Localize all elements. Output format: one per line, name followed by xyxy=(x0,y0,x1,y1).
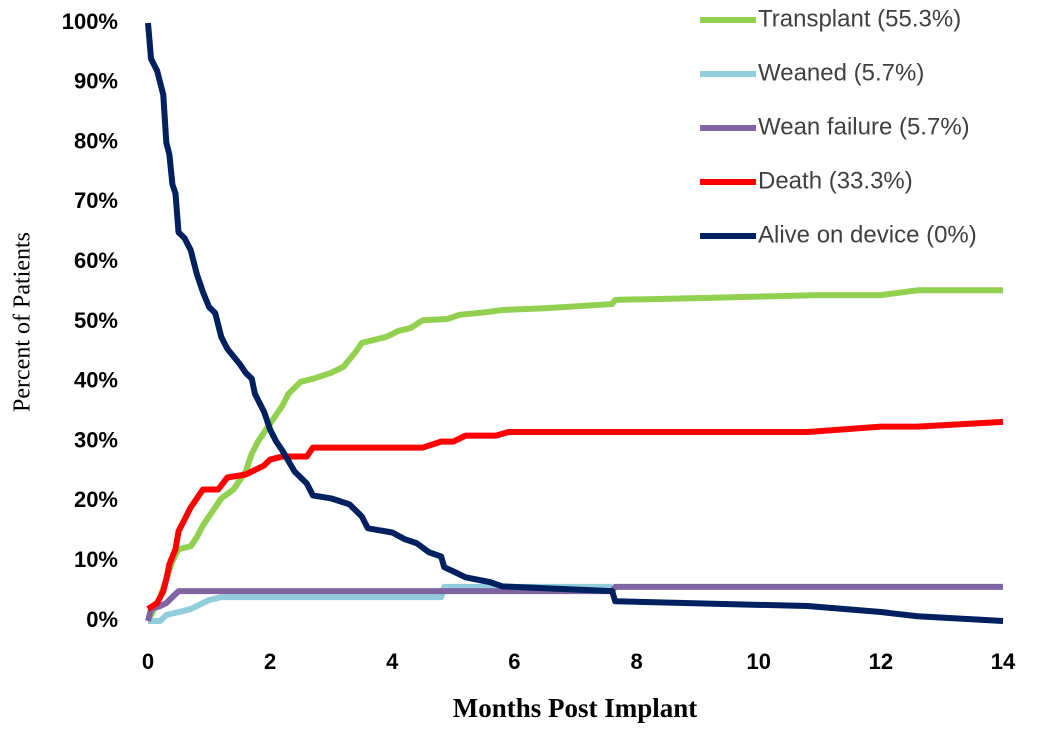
y-tick-label: 90% xyxy=(74,69,118,94)
y-tick-label: 0% xyxy=(86,607,118,632)
x-tick-label: 6 xyxy=(508,649,520,674)
legend-label: Alive on device (0%) xyxy=(758,221,977,248)
y-tick-label: 50% xyxy=(74,308,118,333)
y-tick-label: 30% xyxy=(74,427,118,452)
y-tick-label: 60% xyxy=(74,248,118,273)
x-tick-label: 12 xyxy=(869,649,893,674)
x-tick-label: 14 xyxy=(991,649,1016,674)
y-tick-label: 10% xyxy=(74,547,118,572)
y-tick-label: 20% xyxy=(74,487,118,512)
y-axis-title: Percent of Patients xyxy=(10,232,36,412)
series-line xyxy=(145,287,1003,623)
legend-label: Transplant (55.3%) xyxy=(758,5,961,32)
y-tick-label: 100% xyxy=(62,9,118,34)
x-tick-label: 0 xyxy=(142,649,154,674)
series-line xyxy=(145,22,1004,624)
x-tick-label: 8 xyxy=(630,649,642,674)
x-tick-label: 10 xyxy=(746,649,770,674)
legend-label: Death (33.3%) xyxy=(758,167,913,194)
legend-label: Wean failure (5.7%) xyxy=(758,113,970,140)
y-tick-label: 80% xyxy=(74,128,118,153)
x-tick-label: 2 xyxy=(264,649,276,674)
legend-label: Weaned (5.7%) xyxy=(758,59,924,86)
series-line xyxy=(146,418,1004,612)
y-tick-label: 70% xyxy=(74,188,118,213)
x-axis-title: Months Post Implant xyxy=(453,693,698,723)
x-tick-label: 4 xyxy=(386,649,399,674)
y-tick-label: 40% xyxy=(74,368,118,393)
